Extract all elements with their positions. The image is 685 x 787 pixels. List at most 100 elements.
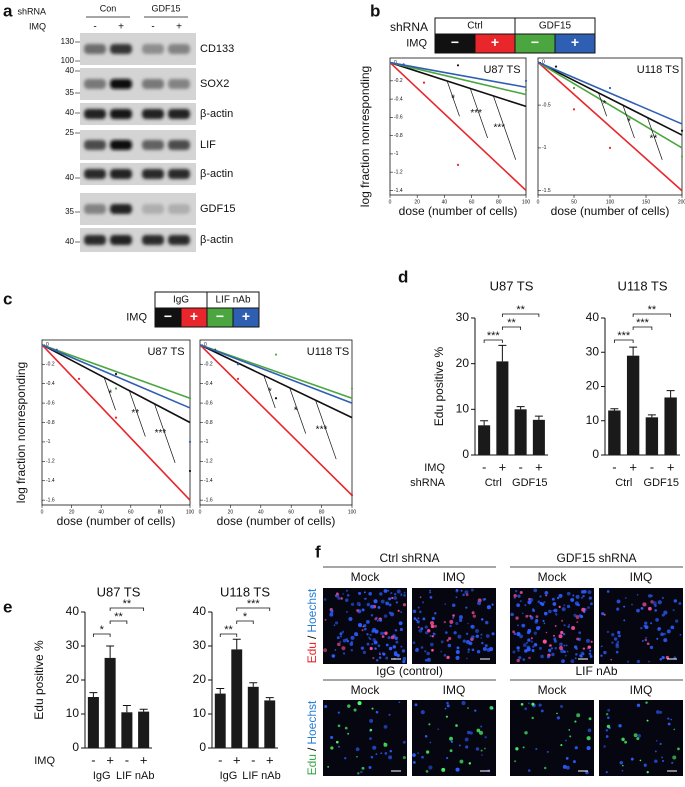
fit-line	[389, 61, 527, 192]
cell-nucleus	[480, 749, 483, 752]
cell-nucleus	[516, 632, 521, 637]
cell-nucleus	[389, 749, 393, 753]
cell-nucleus	[455, 589, 459, 593]
blot-group-label: Con	[100, 3, 117, 13]
cell-nucleus	[648, 606, 652, 611]
cell-nucleus	[396, 589, 401, 594]
cell-nucleus	[393, 596, 398, 600]
blot-band	[84, 109, 106, 119]
error-bar	[534, 415, 543, 420]
cell-nucleus	[491, 603, 494, 606]
cell-nucleus	[466, 657, 468, 660]
error-bar	[232, 638, 241, 650]
blot-band	[168, 79, 190, 89]
significance: *	[603, 99, 607, 110]
significance: **	[123, 598, 132, 610]
cell-nucleus	[337, 596, 341, 601]
cell-nucleus	[605, 712, 609, 716]
data-point	[572, 108, 576, 111]
cell-nucleus	[398, 701, 401, 704]
blot-band	[142, 109, 164, 119]
cell-nucleus	[371, 629, 375, 633]
significance: *	[451, 93, 455, 104]
significance-bracket	[632, 313, 672, 317]
cell-nucleus	[636, 608, 640, 613]
cell-nucleus	[429, 589, 431, 592]
cell-nucleus	[402, 603, 407, 607]
cell-nucleus	[574, 645, 577, 648]
cell-nucleus	[341, 630, 345, 633]
significance-bracket	[236, 607, 271, 611]
blot-band	[142, 44, 164, 54]
cell-nucleus	[667, 722, 671, 726]
error-bar	[480, 420, 489, 426]
cell-nucleus	[633, 733, 638, 738]
micrograph	[599, 700, 683, 776]
y-tick-label: 40	[586, 310, 600, 324]
cell-nucleus	[673, 656, 677, 659]
cell-nucleus	[429, 621, 435, 626]
x-tick-label: 0	[389, 199, 392, 205]
cell-nucleus	[558, 605, 561, 608]
cell-nucleus	[324, 618, 327, 621]
legend-sign: −	[164, 308, 172, 324]
x-tick-label: 150	[642, 199, 651, 205]
cell-nucleus	[570, 659, 575, 664]
cell-nucleus	[471, 648, 475, 652]
cell-nucleus	[402, 740, 406, 744]
cell-nucleus	[417, 617, 420, 620]
significance-bracket	[109, 607, 145, 611]
cell-nucleus	[476, 728, 481, 733]
cell-nucleus	[515, 616, 519, 620]
cell-nucleus	[444, 603, 447, 605]
cell-nucleus	[465, 745, 469, 749]
y-tick-label: 10	[456, 402, 470, 416]
cell-nucleus	[542, 619, 545, 622]
cell-nucleus	[424, 734, 428, 738]
annotation-connector	[103, 377, 116, 411]
blot-band	[84, 44, 106, 54]
x-tick-label: -	[518, 459, 522, 474]
cell-nucleus	[617, 634, 621, 638]
cell-nucleus	[477, 601, 482, 606]
cell-nucleus	[577, 603, 580, 607]
cell-nucleus	[512, 630, 516, 634]
error-bar	[516, 406, 525, 410]
cell-nucleus	[587, 645, 592, 649]
cell-nucleus	[516, 658, 520, 663]
blot-sign: +	[118, 22, 124, 33]
cell-nucleus	[357, 701, 362, 706]
x-tick-label: -	[91, 752, 95, 767]
cell-nucleus	[366, 642, 370, 646]
blot-band	[168, 109, 190, 119]
cell-nucleus	[580, 651, 585, 656]
x-tick-label: 80	[319, 509, 325, 515]
cell-nucleus	[478, 730, 484, 735]
cell-nucleus	[374, 617, 378, 621]
significance-bracket	[501, 326, 522, 330]
bar	[104, 657, 116, 748]
x-tick-label: 0	[537, 199, 540, 205]
cell-nucleus	[643, 763, 647, 767]
cell-nucleus	[491, 632, 495, 636]
x-tick-label: 80	[158, 509, 164, 515]
cell-nucleus	[383, 589, 388, 593]
y-tick-label: 30	[456, 310, 470, 324]
annotation-connector	[128, 390, 146, 437]
annotation-connector	[622, 105, 635, 139]
cell-nucleus	[559, 704, 564, 709]
blot-band	[110, 204, 132, 214]
error-bar	[498, 344, 507, 362]
cell-nucleus	[622, 764, 624, 767]
cell-nucleus	[645, 636, 648, 639]
cell-nucleus	[455, 655, 460, 660]
bar	[645, 417, 659, 455]
cell-nucleus	[659, 742, 662, 746]
cell-nucleus	[623, 619, 626, 622]
cell-nucleus	[600, 645, 603, 648]
y-tick-label: 0	[462, 447, 469, 461]
cell-nucleus	[543, 601, 546, 604]
cell-nucleus	[565, 644, 568, 647]
cell-nucleus	[429, 642, 434, 647]
y-tick-label: -1.6	[46, 497, 55, 503]
